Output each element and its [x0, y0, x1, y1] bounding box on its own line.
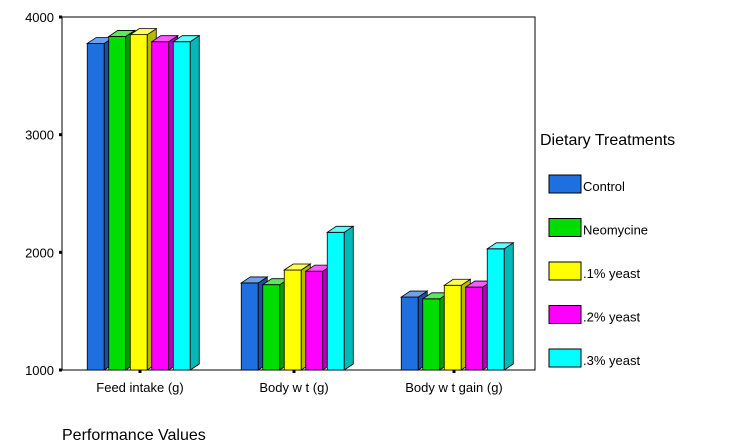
legend-label: Neomycine [583, 223, 648, 238]
bar-top [282, 263, 312, 271]
bar-side [189, 34, 200, 371]
x-tick-mark [138, 370, 142, 373]
legend-swatch [548, 261, 582, 281]
bar-top [150, 35, 180, 43]
bar-front [129, 34, 148, 371]
y-tick-mark [59, 15, 62, 19]
bar-front [305, 270, 324, 371]
bar [325, 225, 355, 371]
bar-top [399, 290, 429, 298]
bar-front [326, 231, 345, 371]
bar-side [343, 225, 354, 371]
legend-swatch [548, 305, 582, 324]
bar-front [151, 41, 170, 371]
bar-front [172, 41, 191, 371]
y-tick-label: 3000 [25, 128, 54, 143]
bar-front [86, 43, 105, 371]
x-category-label: Body w t (g) [259, 380, 328, 395]
bar-top [107, 30, 137, 37]
legend: Dietary Treatments Control Neomycine .1% ye… [540, 132, 675, 368]
x-category-label: Feed intake (g) [96, 380, 183, 395]
bar-front [465, 286, 484, 371]
y-tick-label: 2000 [25, 245, 54, 260]
x-axis-title: Performance Values [62, 427, 206, 443]
labels-layer: Feed intake (g) Body w t (g) Body w t gain… [62, 380, 503, 444]
legend-label: .1% yeast [583, 266, 640, 281]
x-category-label: Body w t gain (g) [405, 380, 503, 395]
bar [171, 34, 201, 371]
bar-front [262, 284, 281, 371]
bar-front [108, 36, 127, 371]
legend-swatch [548, 174, 582, 194]
bar-front [486, 248, 505, 371]
bar-top [128, 28, 158, 36]
bar-front [443, 284, 462, 371]
bar-top [325, 225, 355, 233]
y-tick-mark [59, 133, 62, 137]
bar-side [503, 242, 514, 371]
bar-top [442, 278, 472, 286]
y-tick-mark [59, 250, 62, 254]
bar-top [239, 276, 269, 284]
bar-front [283, 269, 302, 371]
bar-front [422, 298, 441, 371]
bar-front [240, 282, 259, 371]
x-tick-mark [452, 370, 456, 373]
x-tick-mark [292, 370, 296, 373]
legend-label: .3% yeast [583, 353, 640, 368]
y-tick-mark [59, 368, 62, 372]
legend-swatch [548, 218, 582, 237]
y-tick-label: 1000 [25, 363, 54, 378]
legend-label: .2% yeast [583, 310, 640, 325]
y-tick-label: 4000 [25, 10, 54, 25]
bar-top [485, 242, 515, 250]
bar-front [400, 296, 419, 371]
bars-layer [85, 27, 515, 371]
legend-label: Control [583, 179, 625, 194]
legend-title: Dietary Treatments [540, 132, 675, 149]
bar [485, 242, 515, 371]
bar-top [171, 35, 201, 43]
legend-swatch [548, 348, 582, 368]
